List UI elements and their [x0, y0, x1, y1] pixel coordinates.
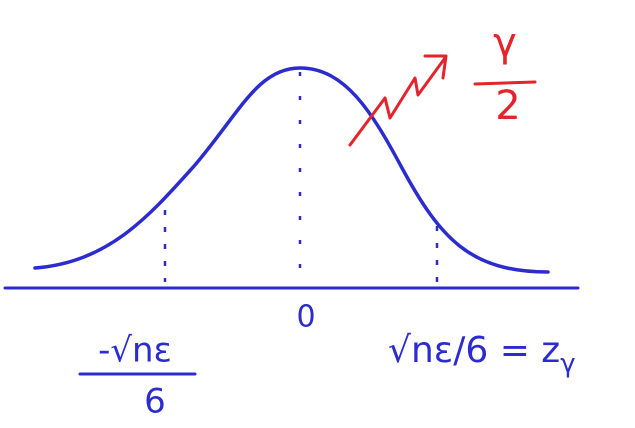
bell-curve — [33, 66, 550, 274]
arrow-head — [423, 54, 448, 80]
annotation-numerator: γ — [493, 20, 517, 66]
center-label: 0 — [296, 300, 315, 335]
right-label-main: √nε/6 = z — [388, 330, 560, 371]
right-label-subscript: γ — [560, 349, 575, 379]
right-label: √nε/6 = zγ — [388, 330, 576, 379]
left-label-denominator: 6 — [144, 382, 166, 422]
annotation-denominator: 2 — [495, 83, 520, 129]
annotation-fraction-bar — [473, 80, 537, 86]
annotation-arrow — [348, 56, 447, 147]
left-label-numerator: -√nε — [98, 331, 172, 371]
